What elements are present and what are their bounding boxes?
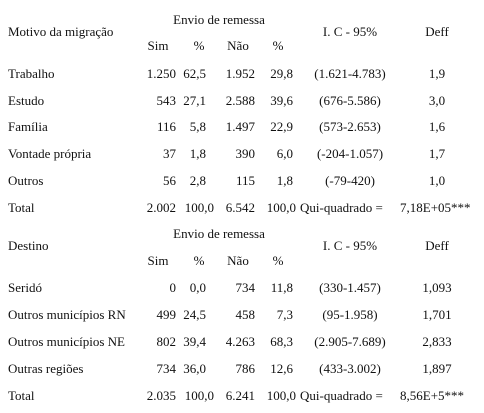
table2-col-pct-sim-header: % [193, 253, 205, 268]
table1-cell-deff: 3,0 [428, 93, 446, 108]
table1-row-label: Família [8, 119, 48, 134]
table2-row-label: Outras regiões [8, 361, 84, 376]
table2-total-nao: 6.241 [225, 388, 255, 403]
table2-col-sim-header: Sim [147, 253, 169, 268]
table2-total-label: Total [8, 388, 35, 403]
table1-row-label: Vontade própria [8, 146, 92, 161]
table1-cell-pct-nao: 1,8 [276, 173, 293, 188]
table2-cell-nao: 734 [235, 280, 256, 295]
table2-cell-pct-nao: 7,3 [276, 307, 293, 322]
table2-row-header: Destino [8, 238, 49, 253]
table1-cell-pct-sim: 5,8 [189, 119, 206, 134]
table2-cell-nao: 786 [235, 361, 256, 376]
table1-cell-pct-sim: 27,1 [183, 93, 206, 108]
table2-cell-ic: (330-1.457) [319, 280, 381, 295]
table2-cell-pct-sim: 39,4 [183, 334, 206, 349]
table1-cell-sim: 543 [156, 93, 177, 108]
table2-cell-sim: 499 [156, 307, 177, 322]
table2-col-pct-nao-header: % [272, 253, 284, 268]
table1-cell-deff: 1,6 [428, 119, 446, 134]
table2-cell-pct-sim: 24,5 [183, 307, 206, 322]
table1-col-pct-sim-header: % [193, 38, 205, 53]
table1-cell-sim: 1.250 [146, 66, 176, 81]
table2-group-header: Envio de remessa [173, 226, 265, 241]
table1-chi-square-value: 7,18E+05*** [400, 200, 471, 215]
table1-col-nao-header: Não [227, 38, 249, 53]
table1-total-sim: 2.002 [146, 200, 176, 215]
table2-chi-square-value: 8,56E+5*** [400, 388, 465, 403]
table1-row-label: Trabalho [8, 66, 55, 81]
table2-cell-deff: 1,897 [422, 361, 452, 376]
table1-cell-ic: (-204-1.057) [316, 146, 384, 161]
table1-total-label: Total [8, 200, 35, 215]
table1-row-label: Outros [8, 173, 44, 188]
table2-cell-nao: 4.263 [225, 334, 255, 349]
table2-cell-deff: 1,701 [422, 307, 452, 322]
table1-cell-deff: 1,7 [428, 146, 446, 161]
table2-cell-pct-sim: 36,0 [183, 361, 206, 376]
table1-cell-pct-nao: 39,6 [270, 93, 293, 108]
table2-row-label: Outros municípios NE [8, 334, 125, 349]
table1-cell-nao: 115 [235, 173, 255, 188]
table1-cell-nao: 1.952 [225, 66, 255, 81]
table1-col-ic-header: I. C - 95% [322, 24, 378, 39]
table1-chi-square-label: Qui-quadrado = [300, 200, 383, 215]
table2-col-ic-header: I. C - 95% [322, 238, 378, 253]
table1-cell-nao: 1.497 [225, 119, 255, 134]
table2-cell-pct-nao: 11,8 [270, 280, 293, 295]
table2-cell-sim: 734 [156, 361, 177, 376]
table1-group-header: Envio de remessa [173, 12, 265, 27]
table1-cell-pct-nao: 6,0 [276, 146, 293, 161]
table2-cell-sim: 802 [156, 334, 177, 349]
table1-cell-ic: (573-2.653) [319, 119, 381, 134]
table2-cell-ic: (433-3.002) [319, 361, 381, 376]
table1-cell-ic: (1.621-4.783) [314, 66, 386, 81]
table1-row-header: Motivo da migração [8, 24, 114, 39]
table2-cell-deff: 2,833 [422, 334, 452, 349]
table1-cell-deff: 1,0 [428, 173, 446, 188]
table2-col-nao-header: Não [227, 253, 249, 268]
table2-cell-sim: 0 [169, 280, 177, 295]
table2-cell-pct-sim: 0,0 [189, 280, 206, 295]
table2-cell-pct-nao: 68,3 [270, 334, 293, 349]
table1-cell-sim: 37 [163, 146, 176, 161]
table1-cell-pct-sim: 62,5 [183, 66, 206, 81]
table1-cell-nao: 2.588 [225, 93, 255, 108]
table2-cell-nao: 458 [235, 307, 256, 322]
table2-cell-ic: (2.905-7.689) [314, 334, 386, 349]
table1-total-pct-nao: 100,0 [266, 200, 296, 215]
table2-cell-ic: (95-1.958) [322, 307, 378, 322]
table1-cell-ic: (676-5.586) [319, 93, 381, 108]
table1-cell-sim: 116 [156, 119, 176, 134]
table1-row-label: Estudo [8, 93, 45, 108]
table1-total-pct-sim: 100,0 [184, 200, 214, 215]
table2-cell-deff: 1,093 [422, 280, 452, 295]
table1-cell-deff: 1,9 [428, 66, 446, 81]
table1-col-sim-header: Sim [147, 38, 169, 53]
table1-cell-sim: 56 [163, 173, 176, 188]
table1-col-deff-header: Deff [425, 24, 449, 39]
table1-cell-pct-sim: 2,8 [189, 173, 206, 188]
table2-total-pct-sim: 100,0 [184, 388, 214, 403]
table1-col-pct-nao-header: % [272, 38, 284, 53]
table2-col-deff-header: Deff [425, 238, 449, 253]
table1-cell-ic: (-79-420) [325, 173, 375, 188]
table2-row-label: Outros municípios RN [8, 307, 126, 322]
table1-cell-pct-sim: 1,8 [189, 146, 206, 161]
table2-row-label: Seridó [8, 280, 42, 295]
table1-cell-pct-nao: 29,8 [270, 66, 293, 81]
table1-cell-pct-nao: 22,9 [270, 119, 293, 134]
table1-total-nao: 6.542 [225, 200, 255, 215]
table2-total-pct-nao: 100,0 [266, 388, 296, 403]
table2-chi-square-label: Qui-quadrado = [300, 388, 383, 403]
table2-total-sim: 2.035 [146, 388, 176, 403]
table1-cell-nao: 390 [235, 146, 256, 161]
table2-cell-pct-nao: 12,6 [270, 361, 293, 376]
